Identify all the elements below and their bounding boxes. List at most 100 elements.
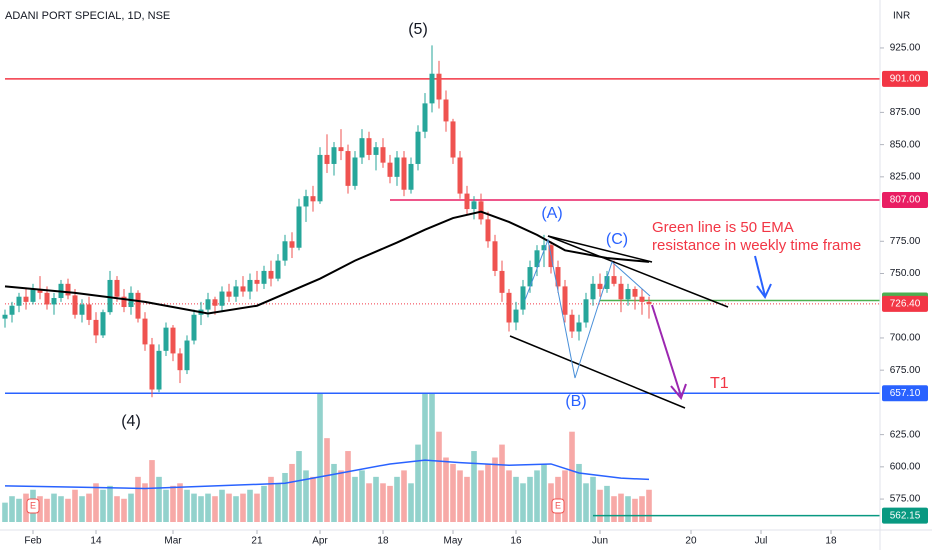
candle-body bbox=[527, 267, 533, 287]
candle-body bbox=[618, 283, 624, 300]
candle-body bbox=[170, 327, 176, 354]
candle-body bbox=[86, 304, 92, 320]
candle-body bbox=[44, 292, 50, 305]
candle-body bbox=[359, 138, 365, 158]
volume-bar bbox=[429, 393, 435, 522]
y-tick-label: 700.00 bbox=[890, 333, 921, 344]
candle-body bbox=[303, 196, 309, 207]
candle-body bbox=[401, 157, 407, 190]
candle-body bbox=[422, 103, 428, 132]
currency: INR bbox=[893, 11, 910, 22]
volume-bar bbox=[275, 483, 281, 522]
volume-bar bbox=[296, 451, 302, 522]
volume-bar bbox=[394, 476, 400, 522]
candle-body bbox=[499, 270, 505, 293]
candle-body bbox=[464, 193, 470, 210]
volume-bar bbox=[499, 444, 505, 522]
candle-body bbox=[93, 319, 99, 336]
volume-bar bbox=[310, 476, 316, 522]
volume-bar bbox=[93, 483, 99, 522]
x-tick-label: Feb bbox=[24, 536, 42, 547]
candle-body bbox=[310, 196, 316, 202]
volume-bar bbox=[58, 496, 64, 522]
candle-body bbox=[205, 299, 211, 310]
candle-body bbox=[268, 270, 274, 279]
candle-body bbox=[2, 314, 8, 319]
volume-bar bbox=[100, 489, 106, 522]
volume-bar bbox=[646, 489, 652, 522]
volume-bar bbox=[478, 470, 484, 522]
volume-bar bbox=[352, 476, 358, 522]
volume-bar bbox=[408, 483, 414, 522]
volume-bar bbox=[289, 463, 295, 522]
candle-body bbox=[471, 201, 477, 210]
candle-body bbox=[72, 295, 78, 315]
candle-body bbox=[562, 286, 568, 315]
price-badge bbox=[882, 507, 928, 524]
volume-bar bbox=[373, 476, 379, 522]
volume-bar bbox=[527, 476, 533, 522]
candle-body bbox=[597, 283, 603, 289]
volume-bar bbox=[23, 493, 29, 522]
earnings-marker: E bbox=[551, 498, 565, 514]
candle-body bbox=[51, 297, 57, 305]
earnings-badge bbox=[26, 498, 40, 514]
target-label: T1 bbox=[710, 375, 729, 392]
volume-bar bbox=[247, 489, 253, 522]
candle-body bbox=[485, 219, 491, 242]
volume-bar bbox=[170, 485, 176, 522]
volume-bar bbox=[457, 470, 463, 522]
volume-bar bbox=[219, 489, 225, 522]
volume-bar bbox=[436, 431, 442, 522]
volume-bar bbox=[387, 485, 393, 522]
volume-bar bbox=[198, 496, 204, 522]
volume-bar bbox=[233, 496, 239, 522]
volume-bar bbox=[548, 483, 554, 522]
chart-title: ADANI PORT SPECIAL, 1D, NSE bbox=[5, 10, 170, 22]
price-badge bbox=[882, 70, 928, 87]
earnings-label: E bbox=[555, 500, 561, 510]
volume-bar bbox=[625, 496, 631, 522]
x-tick-label: 21 bbox=[251, 536, 263, 547]
candle-body bbox=[275, 260, 281, 279]
candle-body bbox=[387, 162, 393, 177]
trendline bbox=[509, 335, 686, 409]
volume-bar bbox=[583, 483, 589, 522]
volume-bar bbox=[569, 431, 575, 522]
arrow bbox=[754, 255, 766, 297]
candle-body bbox=[163, 327, 169, 351]
candle-body bbox=[184, 340, 190, 371]
candle-body bbox=[352, 157, 358, 186]
candle-body bbox=[639, 296, 645, 302]
volume-bar bbox=[443, 457, 449, 522]
price-badge-label: 657.10 bbox=[890, 388, 921, 399]
candle-body bbox=[191, 314, 197, 341]
volume-bar bbox=[604, 485, 610, 522]
volume-bar bbox=[65, 498, 71, 522]
candle-body bbox=[443, 99, 449, 122]
candle-body bbox=[583, 299, 589, 323]
volume-bar bbox=[485, 463, 491, 522]
abc-pattern bbox=[524, 238, 651, 379]
x-tick-label: May bbox=[444, 536, 463, 547]
volume-bar bbox=[128, 493, 134, 522]
price-badge-label: 562.15 bbox=[890, 510, 921, 521]
candle-body bbox=[9, 305, 15, 315]
candle-body bbox=[590, 283, 596, 300]
volume-bar bbox=[79, 496, 85, 522]
volume-bar bbox=[177, 483, 183, 522]
note: resistance in weekly time frame bbox=[652, 237, 861, 254]
candle-body bbox=[492, 241, 498, 271]
candle-body bbox=[576, 322, 582, 332]
y-tick-label: 850.00 bbox=[890, 139, 921, 150]
candle-body bbox=[338, 147, 344, 152]
volume-bar bbox=[86, 493, 92, 522]
volume-bar bbox=[331, 463, 337, 522]
candle-body bbox=[282, 241, 288, 261]
volume-bar bbox=[534, 470, 540, 522]
price-badge-label: 901.00 bbox=[890, 74, 921, 85]
price-badge-label: 726.40 bbox=[890, 299, 921, 310]
volume-bar bbox=[324, 438, 330, 522]
